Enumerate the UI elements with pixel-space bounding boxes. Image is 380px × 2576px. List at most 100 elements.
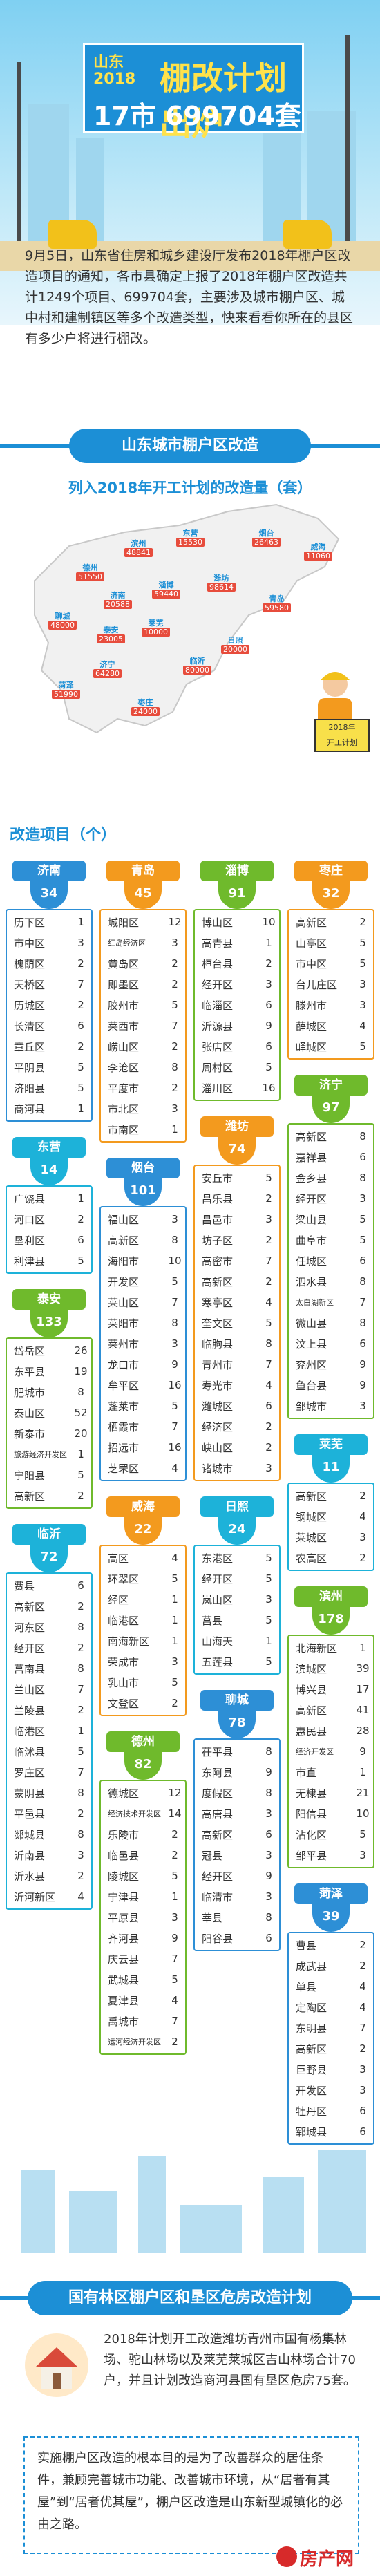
- city-block: 枣庄 32 高新区 2 山亭区 5 市中区 5 台儿庄区 3 滕州市 3 薛城区 4 峄城区 5: [287, 861, 374, 1060]
- district-list: 安丘市 5 昌乐县 2 昌邑市 3 坊子区 2 高密市 7 高新区 2 寒亭区 4 奎文区 5 临朐县 8 青州市 7…: [193, 1165, 281, 1481]
- city-total: 22: [124, 1517, 162, 1545]
- district-name: 经开区: [202, 978, 234, 991]
- district-name: 高唐县: [202, 1807, 234, 1821]
- title-region: 山东 2018: [93, 54, 136, 88]
- building-shape: [28, 104, 69, 242]
- district-row: 经开区 3: [195, 974, 279, 995]
- district-name: 南海新区: [108, 1635, 150, 1648]
- district-name: 周村区: [202, 1061, 234, 1074]
- district-name: 崂山区: [108, 1040, 140, 1053]
- shandong-map: 滨州 48841 东营 15530 烟台 26463 威海 11060 潍坊 98614 青岛 595…: [21, 498, 345, 753]
- district-row: 山亭区 5: [289, 932, 373, 953]
- district-count: 2: [359, 1489, 366, 1502]
- district-row: 邹平县 3: [289, 1845, 373, 1865]
- district-name: 潍城区: [202, 1400, 234, 1413]
- district-count: 2: [77, 1807, 84, 1820]
- district-count: 9: [265, 1766, 272, 1778]
- district-name: 张店区: [202, 1040, 234, 1053]
- map-city-name: 临沂: [189, 657, 205, 666]
- district-count: 4: [359, 1980, 366, 1993]
- district-name: 牡丹区: [296, 2105, 327, 2118]
- city-total: 11: [312, 1455, 350, 1483]
- district-name: 汶上县: [296, 1337, 327, 1351]
- district-count: 6: [359, 1254, 366, 1267]
- city-total: 74: [218, 1137, 256, 1165]
- district-list: 广饶县 1 河口区 2 垦利区 6 利津县 5: [6, 1185, 93, 1274]
- district-name: 阳谷县: [202, 1932, 234, 1945]
- district-row: 文登区 2: [101, 1693, 185, 1713]
- city-header: 济南 34: [6, 861, 93, 909]
- district-name: 淄川区: [202, 1082, 234, 1095]
- city-total: 14: [30, 1158, 68, 1185]
- district-count: 6: [359, 1337, 366, 1350]
- banner-label: 山东城市棚户区改造: [69, 429, 311, 463]
- district-name: 鱼台县: [296, 1379, 327, 1392]
- district-name: 滕州市: [296, 999, 327, 1012]
- district-row: 太白湖新区 7: [289, 1292, 373, 1313]
- map-city-value: 20588: [104, 600, 132, 609]
- district-count: 9: [359, 1379, 366, 1391]
- district-row: 开发区 3: [289, 2080, 373, 2100]
- district-name: 济阳县: [14, 1082, 46, 1095]
- district-count: 8: [77, 1787, 84, 1799]
- intro-paragraph: 9月5日，山东省住房和城乡建设厅发布2018年棚户区改造项目的通知，各市县确定上…: [25, 248, 354, 346]
- district-name: 岱岳区: [14, 1344, 46, 1357]
- district-name: 平度市: [108, 1082, 140, 1095]
- district-row: 栖霞市 7: [101, 1416, 185, 1437]
- district-name: 寒亭区: [202, 1296, 234, 1309]
- district-name: 峡山区: [202, 1441, 234, 1454]
- district-row: 南海新区 1: [101, 1630, 185, 1651]
- map-city-label: 济南 20588: [104, 591, 132, 609]
- district-count: 17: [356, 1683, 370, 1695]
- district-name: 栖霞市: [108, 1420, 140, 1433]
- house-icon: [23, 2331, 90, 2400]
- district-name: 荣成市: [108, 1655, 140, 1668]
- district-name: 沂源县: [202, 1019, 234, 1033]
- district-count: 1: [77, 1102, 84, 1115]
- city-total: 78: [218, 1711, 256, 1738]
- district-count: 7: [265, 1254, 272, 1267]
- district-name: 嘉祥县: [296, 1151, 327, 1164]
- city-header: 菏泽 39: [287, 1883, 374, 1932]
- district-name: 旅游经济开发区: [14, 1449, 67, 1459]
- district-row: 沂水县 2: [7, 1865, 91, 1886]
- city-block: 临沂 72 费县 6 高新区 2 河东区 8 经开区 2 莒南县 8 兰山区 7 兰陵县 2 临港区 1 临沭县 5 罗…: [6, 1524, 93, 1910]
- district-name: 即墨区: [108, 978, 140, 991]
- district-count: 3: [171, 1213, 178, 1225]
- district-name: 槐荫区: [14, 957, 46, 970]
- district-name: 齐河县: [108, 1932, 140, 1945]
- district-row: 冠县 3: [195, 1845, 279, 1865]
- district-row: 高新区 2: [289, 2038, 373, 2059]
- map-city-name: 潍坊: [213, 574, 229, 583]
- district-row: 单县 4: [289, 1976, 373, 1997]
- district-name: 宁津县: [108, 1890, 140, 1903]
- district-name: 昌邑市: [202, 1213, 234, 1226]
- district-list: 北海新区 1 滨城区 39 博兴县 17 高新区 41 惠民县 28 经济开发区 9 市直 1 无棣县 21 阳…: [287, 1635, 374, 1868]
- district-row: 槐荫区 2: [7, 953, 91, 974]
- district-row: 滨城区 39: [289, 1658, 373, 1679]
- district-name: 冠县: [202, 1849, 223, 1862]
- district-row: 费县 6: [7, 1575, 91, 1596]
- district-count: 2: [265, 1234, 272, 1246]
- district-count: 3: [359, 978, 366, 990]
- district-name: 太白湖新区: [296, 1297, 334, 1307]
- district-count: 3: [171, 1102, 178, 1115]
- district-name: 高区: [108, 1552, 129, 1565]
- district-row: 即墨区 2: [101, 974, 185, 995]
- district-row: 历城区 2: [7, 995, 91, 1015]
- header-banner: 山东 2018 棚改计划出炉 17市 699704套: [0, 0, 380, 325]
- forest-paragraph: 2018年计划开工改造潍坊青州市国有杨集林场、驼山林场以及莱芜莱城区吉山林场合计…: [104, 2332, 356, 2388]
- map-city-name: 青岛: [269, 594, 285, 603]
- district-count: 16: [168, 1379, 182, 1391]
- district-row: 青州市 7: [195, 1354, 279, 1375]
- district-list: 高新区 8 嘉祥县 6 金乡县 8 经开区 3 梁山县 5 曲阜市 5 任城区 6 泗水县 8 太白湖新区 7 微山…: [287, 1123, 374, 1419]
- district-row: 平度市 2: [101, 1078, 185, 1098]
- district-name: 河东区: [14, 1621, 46, 1634]
- district-count: 5: [359, 957, 366, 970]
- map-city-value: 48000: [48, 621, 77, 630]
- district-name: 莱城区: [296, 1531, 327, 1544]
- district-list: 福山区 3 高新区 8 海阳市 10 开发区 5 莱山区 7 莱阳市 8 莱州市 3 龙口市 9 牟平区 16 蓬莱…: [99, 1206, 187, 1481]
- district-name: 高新区: [14, 1489, 46, 1503]
- district-row: 市直 1: [289, 1762, 373, 1783]
- city-name: 泰安: [12, 1289, 86, 1310]
